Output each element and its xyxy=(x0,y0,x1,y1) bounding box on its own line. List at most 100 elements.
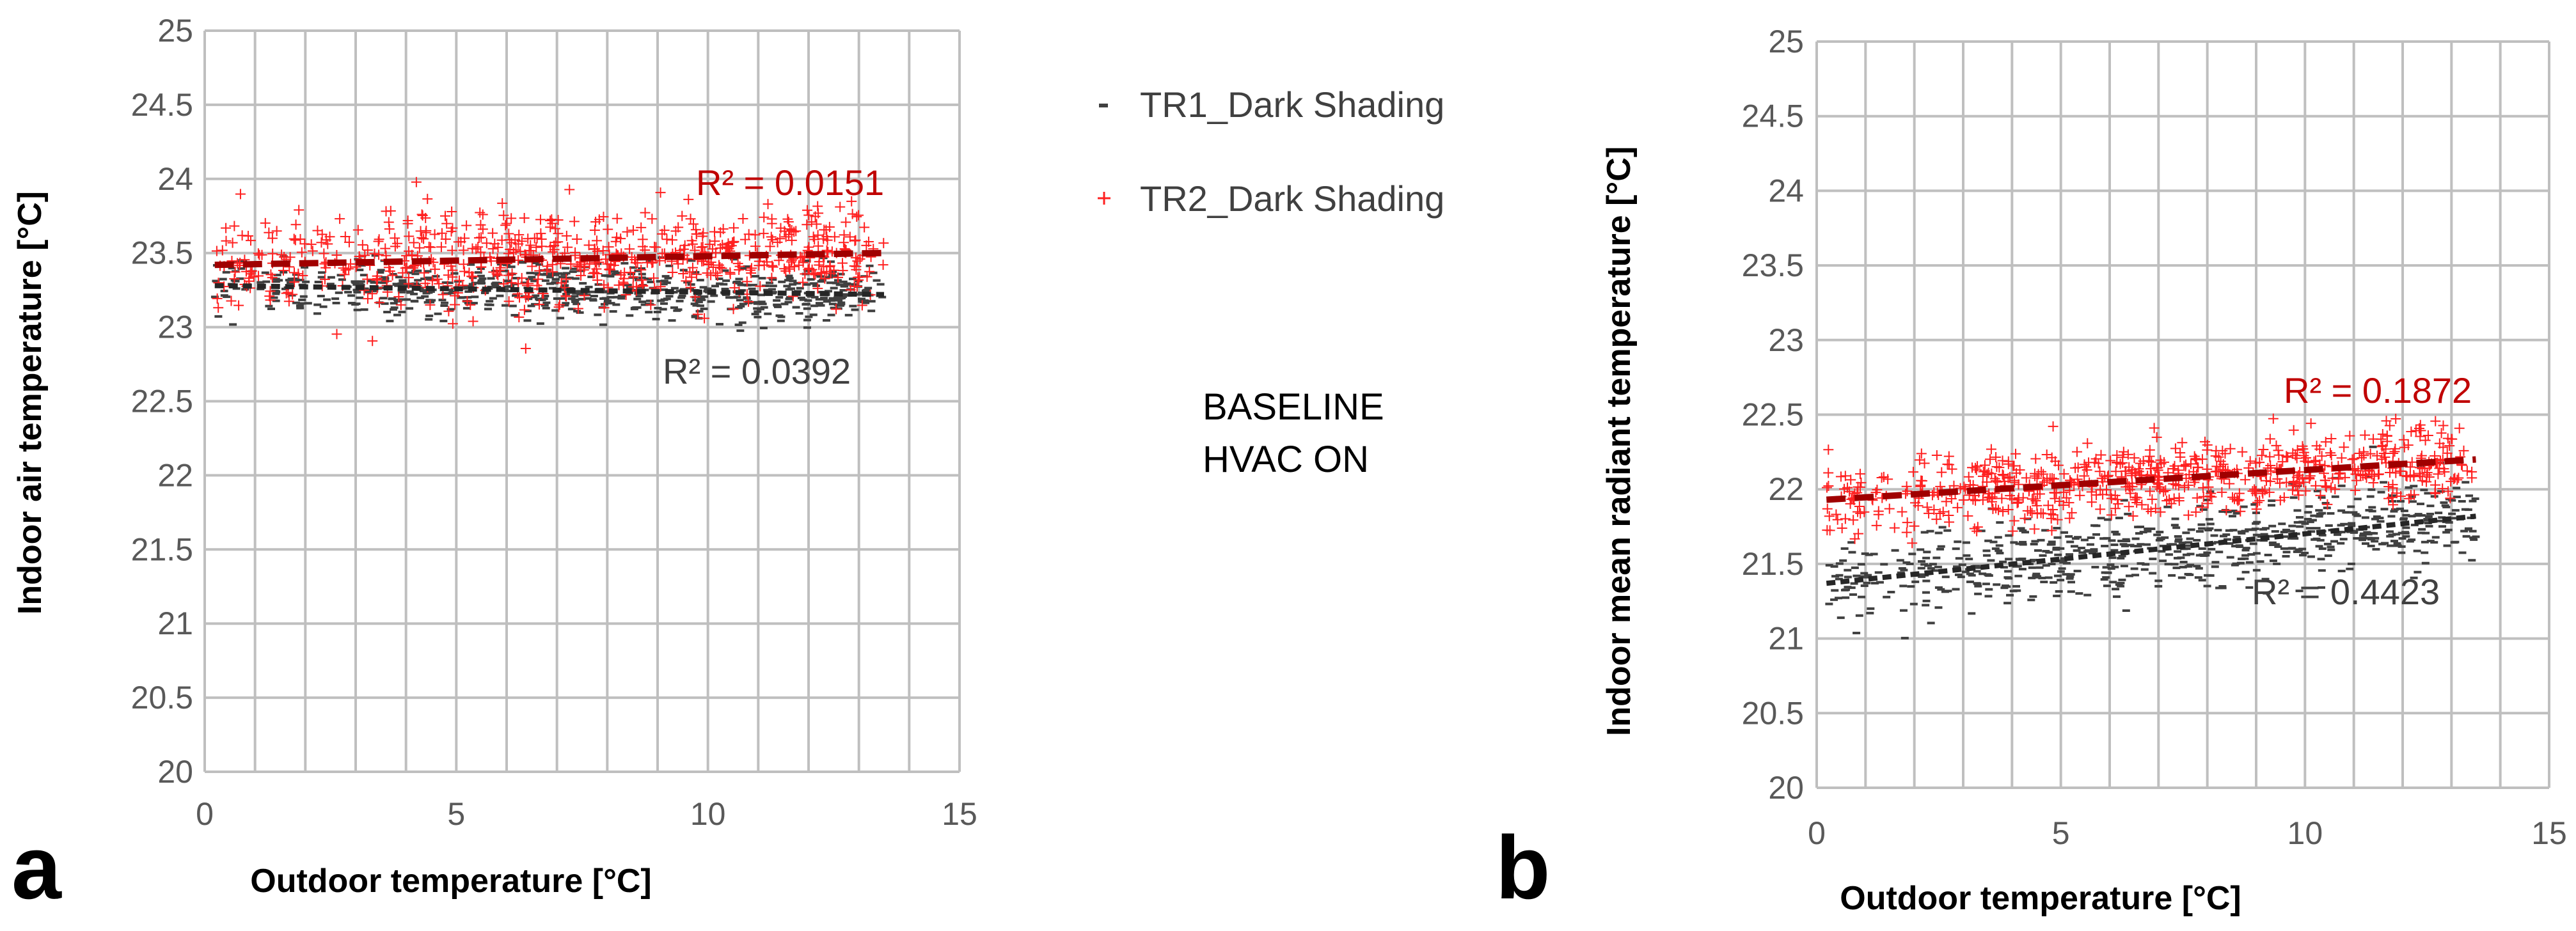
data-point-tr1 xyxy=(558,276,566,279)
data-point-tr1 xyxy=(873,279,881,282)
data-point-tr1 xyxy=(2100,578,2108,581)
data-point-tr2 xyxy=(411,176,422,187)
data-point-tr2 xyxy=(561,291,572,302)
data-point-tr2 xyxy=(2110,466,2121,477)
data-point-tr2 xyxy=(476,262,487,272)
data-point-tr1 xyxy=(2021,531,2029,534)
data-point-tr1 xyxy=(2089,552,2097,555)
data-point-tr1 xyxy=(2030,543,2038,546)
data-point-tr1 xyxy=(570,267,578,270)
data-point-tr2 xyxy=(535,214,546,225)
data-point-tr1 xyxy=(716,282,724,285)
data-point-tr1 xyxy=(2268,535,2276,538)
data-point-tr1 xyxy=(1863,575,1871,579)
data-point-tr2 xyxy=(846,196,857,207)
data-point-tr1 xyxy=(748,287,756,290)
data-point-tr2 xyxy=(2391,488,2402,499)
data-point-tr1 xyxy=(414,279,422,282)
data-point-tr1 xyxy=(789,283,797,286)
data-point-tr1 xyxy=(464,295,472,299)
data-point-tr1 xyxy=(652,318,660,321)
data-point-tr2 xyxy=(849,235,860,246)
data-point-tr1 xyxy=(223,295,231,299)
data-point-tr2 xyxy=(678,268,689,279)
data-point-tr2 xyxy=(421,225,432,236)
data-point-tr2 xyxy=(1993,505,2004,515)
data-point-tr2 xyxy=(2348,453,2359,464)
data-point-tr1 xyxy=(381,302,389,305)
data-point-tr1 xyxy=(2325,524,2333,527)
data-point-tr1 xyxy=(445,288,454,292)
data-point-tr1 xyxy=(2312,527,2321,530)
data-point-tr1 xyxy=(2311,538,2319,541)
data-point-tr2 xyxy=(374,297,385,308)
data-point-tr1 xyxy=(2287,529,2295,533)
data-point-tr1 xyxy=(2426,540,2435,543)
data-point-tr1 xyxy=(2318,496,2326,499)
data-point-tr1 xyxy=(2200,554,2208,557)
data-point-tr1 xyxy=(2331,495,2339,498)
data-point-tr1 xyxy=(360,274,368,277)
data-point-tr1 xyxy=(2087,536,2095,539)
data-point-tr1 xyxy=(2186,563,2195,567)
data-point-tr1 xyxy=(775,296,784,299)
data-point-tr1 xyxy=(2195,567,2203,570)
data-point-tr1 xyxy=(560,285,568,288)
data-point-tr1 xyxy=(2421,551,2429,554)
data-point-tr1 xyxy=(807,278,815,281)
data-point-tr1 xyxy=(397,298,406,301)
data-point-tr1 xyxy=(720,283,728,286)
data-point-tr1 xyxy=(2065,535,2073,538)
data-point-tr2 xyxy=(387,270,398,281)
data-point-tr1 xyxy=(1979,572,1987,575)
data-point-tr1 xyxy=(633,306,642,309)
data-point-tr1 xyxy=(2203,584,2211,588)
data-point-tr2 xyxy=(1922,502,1932,513)
data-point-tr1 xyxy=(617,294,626,297)
data-point-tr1 xyxy=(803,318,811,322)
data-point-tr2 xyxy=(699,313,710,324)
data-point-tr2 xyxy=(864,266,875,277)
data-point-tr1 xyxy=(2196,505,2204,508)
data-point-tr1 xyxy=(526,272,534,275)
data-point-tr2 xyxy=(2019,513,2030,524)
data-point-tr2 xyxy=(673,258,684,269)
data-point-tr1 xyxy=(2198,547,2206,550)
data-point-tr1 xyxy=(664,276,672,279)
data-point-tr1 xyxy=(1917,567,1925,570)
data-point-tr1 xyxy=(551,278,560,281)
data-point-tr1 xyxy=(734,323,743,326)
data-point-tr1 xyxy=(2035,566,2044,569)
data-point-tr1 xyxy=(2437,490,2445,493)
data-point-tr1 xyxy=(389,272,397,276)
data-point-tr1 xyxy=(1922,591,1930,594)
data-point-tr1 xyxy=(634,269,642,272)
data-point-tr2 xyxy=(2089,457,2100,468)
data-point-tr1 xyxy=(1870,582,1879,585)
data-point-tr1 xyxy=(833,296,841,299)
data-point-tr2 xyxy=(2036,466,2047,477)
data-point-tr2 xyxy=(603,224,613,235)
data-point-tr1 xyxy=(656,279,664,283)
data-point-tr1 xyxy=(823,300,831,303)
data-point-tr1 xyxy=(1858,595,1866,598)
data-point-tr1 xyxy=(609,310,617,313)
data-point-tr2 xyxy=(814,256,825,267)
data-point-tr2 xyxy=(253,270,264,281)
data-point-tr2 xyxy=(443,306,454,317)
data-point-tr2 xyxy=(612,213,622,224)
data-point-tr2 xyxy=(651,242,661,253)
trendline-tr2 xyxy=(214,249,885,269)
data-point-tr1 xyxy=(210,295,219,299)
data-point-tr1 xyxy=(1963,554,1971,557)
data-point-tr1 xyxy=(1974,592,1982,595)
data-point-tr1 xyxy=(2067,573,2075,576)
data-point-tr1 xyxy=(1929,563,1937,566)
data-point-tr1 xyxy=(285,279,293,282)
data-point-tr1 xyxy=(1996,551,2004,554)
data-point-tr1 xyxy=(560,280,569,283)
data-point-tr1 xyxy=(1937,545,1945,548)
data-point-tr1 xyxy=(2278,522,2286,526)
data-point-tr2 xyxy=(2043,500,2053,511)
data-point-tr1 xyxy=(700,307,708,310)
